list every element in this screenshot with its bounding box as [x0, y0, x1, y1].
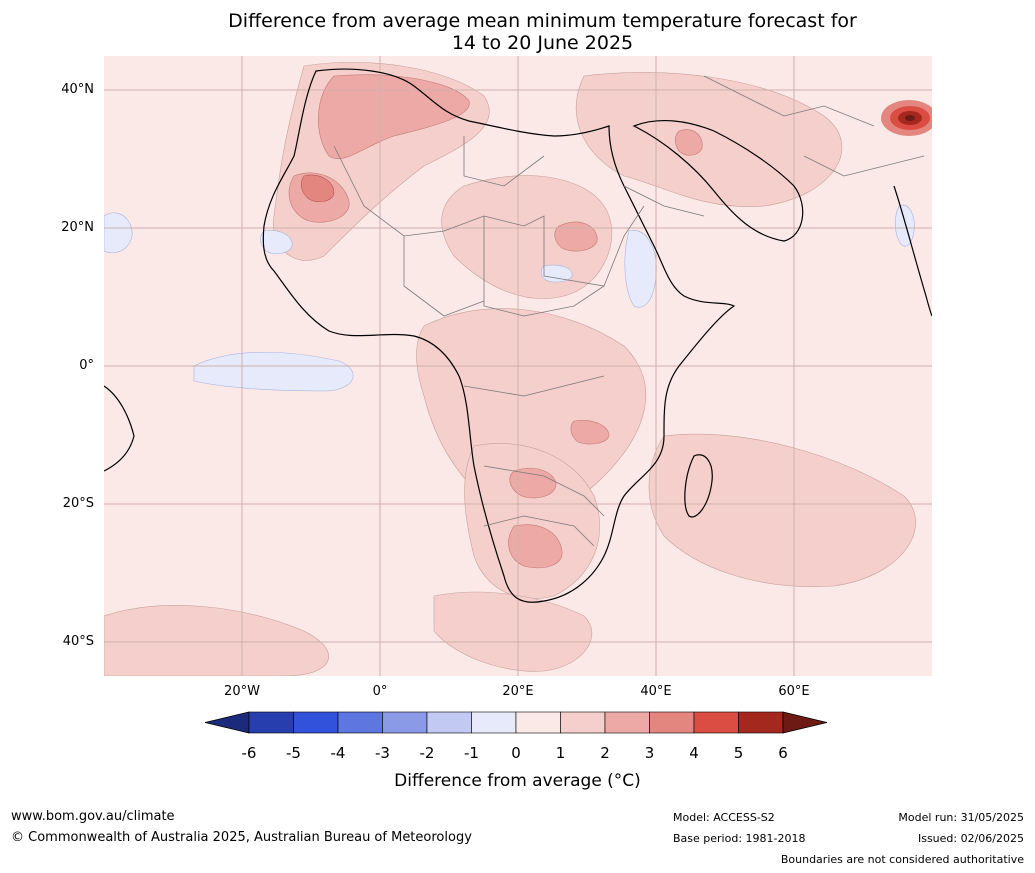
footer-copyright: © Commonwealth of Australia 2025, Austra…	[11, 830, 472, 845]
coastline-africa	[262, 68, 736, 603]
anomaly-zone-southwest-atlantic	[104, 605, 329, 676]
coastline-arabia	[632, 119, 804, 242]
map-canvas	[104, 56, 932, 676]
colorbar-segment	[293, 711, 339, 734]
lat-label-20s: 20°S	[62, 496, 94, 511]
colorbar-segment	[337, 711, 383, 734]
map-gridlines	[104, 56, 932, 676]
anomaly-zone-gulf-of-guinea	[193, 352, 354, 392]
colorbar-tick-label: -5	[286, 744, 301, 762]
coastlines	[104, 68, 932, 603]
title-line-1: Difference from average mean minimum tem…	[228, 10, 857, 32]
coastline-india	[893, 185, 932, 317]
anomaly-2-3-regions	[288, 74, 703, 569]
anomaly-zone-lake-chad	[540, 264, 573, 283]
lat-label-20n: 20°N	[61, 220, 94, 235]
anomaly-zone-indian-ocean	[648, 433, 916, 587]
chart-title: Difference from average mean minimum tem…	[0, 10, 1035, 54]
colorbar-segment	[649, 711, 695, 734]
footer-issued: Issued: 02/06/2025	[917, 832, 1024, 845]
colorbar-tick-label: 1	[555, 744, 566, 762]
colorbar-segment	[471, 711, 517, 734]
lon-label-60e: 60°E	[778, 684, 810, 699]
colorbar-tick-label: 0	[511, 744, 521, 762]
colorbar-segment	[382, 711, 428, 734]
colorbar-tick-label: 6	[778, 744, 788, 762]
country-borders	[333, 75, 925, 547]
colorbar-tick-label: 4	[689, 744, 699, 762]
anomaly-zone-senegal-coast	[260, 230, 293, 255]
anomaly-zone-south-atlantic	[433, 591, 593, 672]
footer-disclaimer: Boundaries are not considered authoritat…	[780, 853, 1024, 866]
colorbar-label: Difference from average (°C)	[394, 771, 641, 791]
anomaly-zone-west-atlantic	[104, 212, 133, 254]
forecast-map	[104, 56, 932, 676]
lat-label-equator: 0°	[79, 358, 94, 373]
anomaly-zone-angola	[509, 467, 557, 499]
colorbar-tick-label: 5	[733, 744, 744, 762]
footer-base-period: Base period: 1981-2018	[673, 832, 806, 845]
lat-label-40n: 40°N	[61, 82, 94, 97]
colorbar-extend-low	[204, 711, 250, 734]
colorbar-segment	[515, 711, 561, 734]
lat-label-40s: 40°S	[62, 634, 94, 649]
colorbar	[204, 710, 831, 748]
anomaly-zone-horn-of-africa	[624, 229, 657, 308]
colorbar-tick-label: -6	[241, 744, 257, 762]
coastline-madagascar	[684, 454, 713, 518]
anomaly-zone-tanzania	[570, 420, 610, 445]
lon-label-20w: 20°W	[224, 684, 260, 699]
colorbar-tick-label: -1	[464, 744, 479, 762]
colorbar-tick-label: -3	[375, 744, 390, 762]
colorbar-segment	[604, 711, 650, 734]
colorbar-extend-high	[782, 711, 828, 734]
anomaly-negative-regions	[104, 204, 915, 392]
anomaly-zone-morocco-algeria	[318, 74, 470, 159]
anomaly-zone-iran	[674, 129, 703, 156]
colorbar-segment	[426, 711, 472, 734]
anomaly-zone-india	[894, 204, 915, 247]
coastline-south-america	[104, 385, 135, 472]
colorbar-segment	[693, 711, 739, 734]
anomaly-3-4-regions	[300, 174, 335, 202]
colorbar-segment	[248, 711, 294, 734]
lon-label-20e: 20°E	[502, 684, 534, 699]
colorbar-tick-label: -2	[419, 744, 435, 762]
anomaly-zone-mauritania	[300, 174, 335, 202]
footer-model: Model: ACCESS-S2	[673, 811, 775, 824]
colorbar-tick-label: 2	[600, 744, 610, 762]
anomaly-zone-namibia-botswana	[508, 524, 563, 569]
colorbar-segment	[738, 711, 784, 734]
colorbar-segment	[560, 711, 606, 734]
colorbar-tick-label: -4	[330, 744, 346, 762]
lon-label-0: 0°	[372, 684, 388, 699]
anomaly-zone-arabia-mideast	[575, 72, 843, 207]
anomaly-zone-sudan	[554, 221, 598, 252]
lon-label-40e: 40°E	[640, 684, 672, 699]
colorbar-tick-label: 3	[644, 744, 655, 762]
footer-model-run: Model run: 31/05/2025	[898, 811, 1024, 824]
anomaly-hotspot-tibet	[881, 100, 932, 136]
footer-website: www.bom.gov.au/climate	[11, 809, 175, 824]
colorbar-scale	[204, 711, 828, 734]
title-line-2: 14 to 20 June 2025	[451, 32, 634, 54]
